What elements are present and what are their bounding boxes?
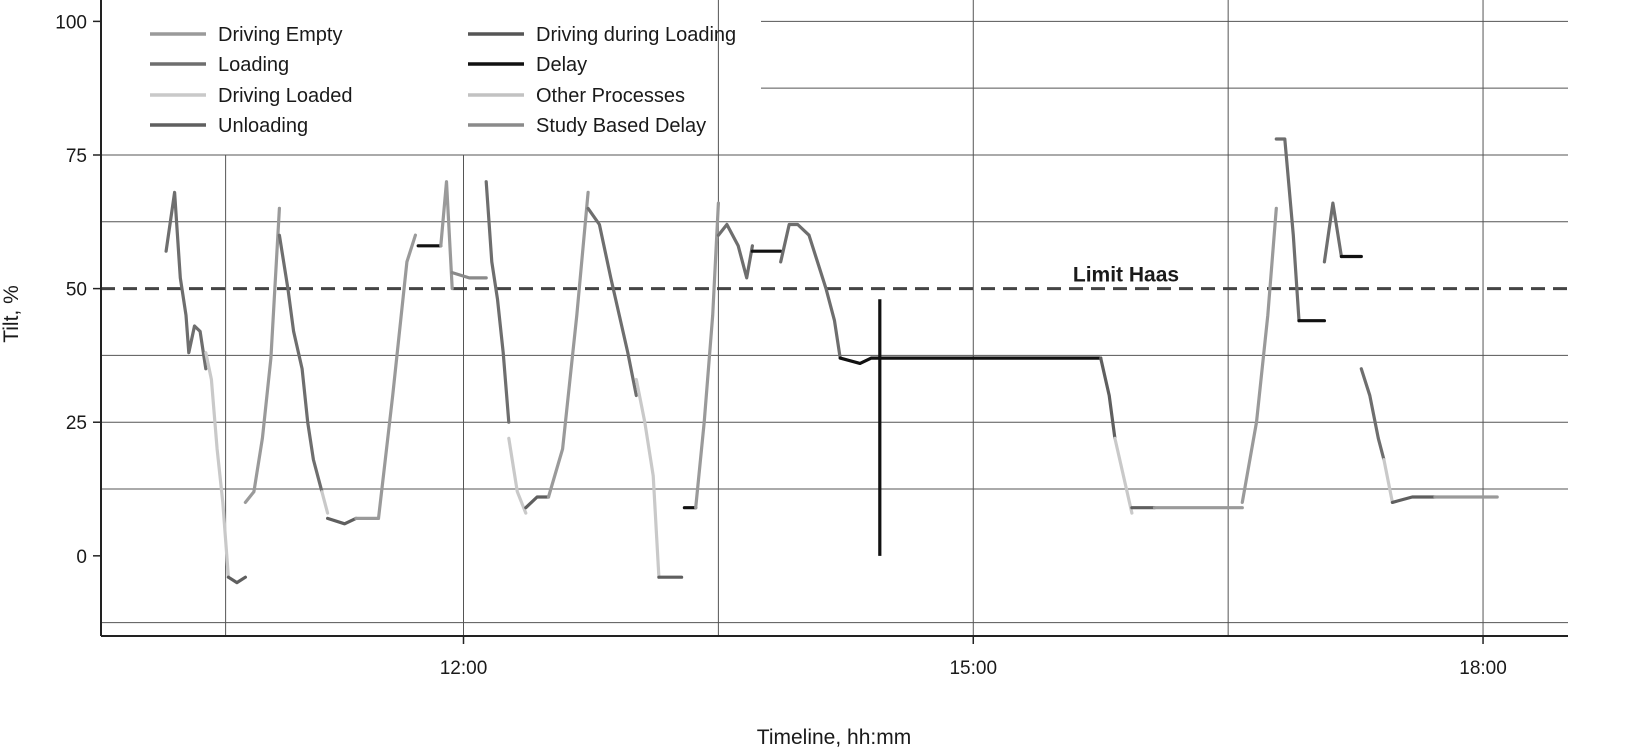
legend-label: Study Based Delay <box>536 115 706 137</box>
legend-item: Driving Loaded <box>150 85 353 107</box>
series-segment-loading <box>716 222 755 280</box>
series-segment-loading <box>779 222 842 360</box>
series-segment-loading <box>1322 201 1344 264</box>
x-tick-label: 12:00 <box>440 658 488 679</box>
series-segment-delay <box>838 356 1103 365</box>
series-segment-driving-empty <box>439 180 454 291</box>
series-segment-loading <box>484 180 511 424</box>
tick-layer: 0 25 50 75 100 12:00 15:00 18:00 <box>55 12 1507 679</box>
legend-label: Delay <box>536 54 587 76</box>
series-segment-loading <box>586 206 638 398</box>
y-axis-title: Tilt, % <box>0 285 23 343</box>
series-segment-driving-loaded <box>634 377 661 579</box>
series-segment-driving-loaded <box>507 436 528 515</box>
legend-label: Driving Loaded <box>218 85 353 107</box>
legend-item: Driving Empty <box>150 24 342 46</box>
series-segment-loading <box>1359 367 1386 462</box>
series-segment-driving-empty <box>1240 206 1278 504</box>
x-axis-title: Timeline, hh:mm <box>757 726 911 749</box>
series-segment-driving-empty <box>243 206 281 504</box>
series-segment-driving-loaded <box>1382 458 1395 504</box>
legend-label: Driving Empty <box>218 24 342 46</box>
series-segment-driving-empty <box>546 190 590 499</box>
legend-item: Loading <box>150 54 289 76</box>
series-segment-loading <box>164 190 208 371</box>
legend-item: Study Based Delay <box>468 115 706 137</box>
series-segment-loading <box>1274 137 1301 323</box>
legend-item: Unloading <box>150 115 308 137</box>
legend-item: Other Processes <box>468 85 685 107</box>
legend-label: Unloading <box>218 115 308 137</box>
y-tick-label: 100 <box>55 12 87 33</box>
series-segment-driving-loaded <box>204 351 230 579</box>
series-segment-driving-empty <box>694 201 721 510</box>
limit-haas-label: Limit Haas <box>1073 264 1179 287</box>
x-tick-label: 18:00 <box>1459 658 1507 679</box>
x-tick-label: 15:00 <box>949 658 997 679</box>
series-layer <box>164 137 1499 585</box>
series-segment-driving-empty <box>354 233 417 521</box>
series-segment-unloading <box>524 495 551 510</box>
legend: Driving Empty Driving during Loading Loadi… <box>150 24 736 137</box>
series-segment-unloading <box>1099 356 1117 440</box>
legend-label: Driving during Loading <box>536 24 736 46</box>
y-tick-label: 75 <box>66 146 87 167</box>
grid-layer <box>101 0 1568 636</box>
series-segment-study-based-delay <box>450 271 488 280</box>
legend-label: Other Processes <box>536 85 685 107</box>
series-segment-unloading <box>226 575 247 585</box>
y-tick-label: 0 <box>76 547 87 568</box>
frame-layer <box>100 0 1568 637</box>
y-tick-label: 50 <box>66 280 87 301</box>
series-segment-driving-loaded <box>320 490 330 515</box>
legend-label: Loading <box>218 54 289 76</box>
limit-layer: Limit Haas <box>101 264 1568 291</box>
series-segment-unloading <box>326 516 358 526</box>
legend-item: Driving during Loading <box>468 24 736 46</box>
y-tick-label: 25 <box>66 413 87 434</box>
series-segment-driving-loaded <box>1113 436 1134 515</box>
series-segment-unloading <box>1390 495 1437 504</box>
legend-item: Delay <box>468 54 587 76</box>
series-segment-loading <box>277 233 324 494</box>
